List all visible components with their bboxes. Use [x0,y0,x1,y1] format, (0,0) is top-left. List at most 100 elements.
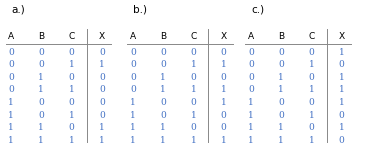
Text: 0: 0 [130,60,136,69]
Text: 1: 1 [160,123,166,132]
Text: 0: 0 [130,73,136,82]
Text: 0: 0 [221,73,227,82]
Text: 1: 1 [339,98,345,107]
Text: 1: 1 [99,60,105,69]
Text: 1: 1 [190,60,196,69]
Text: 1: 1 [248,123,254,132]
Text: 0: 0 [38,48,44,57]
Text: C: C [190,32,196,41]
Text: 0: 0 [99,98,105,107]
Text: 0: 0 [99,85,105,94]
Text: 0: 0 [308,123,314,132]
Text: 1: 1 [8,98,14,107]
Text: B: B [160,32,166,41]
Text: B: B [38,32,44,41]
Text: 0: 0 [221,48,227,57]
Text: 0: 0 [69,98,75,107]
Text: 0: 0 [190,48,196,57]
Text: 1: 1 [278,136,284,145]
Text: A: A [248,32,254,41]
Text: 1: 1 [339,48,345,57]
Text: 1: 1 [38,85,44,94]
Text: 1: 1 [221,98,227,107]
Text: 1: 1 [308,60,314,69]
Text: 1: 1 [248,98,254,107]
Text: 1: 1 [69,85,75,94]
Text: A: A [8,32,14,41]
Text: X: X [339,32,345,41]
Text: 1: 1 [221,60,227,69]
Text: C: C [69,32,75,41]
Text: 1: 1 [221,85,227,94]
Text: 0: 0 [38,98,44,107]
Text: 0: 0 [190,98,196,107]
Text: 1: 1 [308,111,314,120]
Text: 0: 0 [221,123,227,132]
Text: 0: 0 [69,73,75,82]
Text: 1: 1 [278,123,284,132]
Text: 1: 1 [130,123,136,132]
Text: 0: 0 [308,98,314,107]
Text: 0: 0 [8,60,14,69]
Text: 0: 0 [69,123,75,132]
Text: 1: 1 [38,136,44,145]
Text: 0: 0 [69,48,75,57]
Text: 1: 1 [339,85,345,94]
Text: 1: 1 [130,136,136,145]
Text: 0: 0 [248,85,254,94]
Text: 0: 0 [248,60,254,69]
Text: 0: 0 [99,73,105,82]
Text: 1: 1 [8,123,14,132]
Text: 0: 0 [38,111,44,120]
Text: 1: 1 [8,136,14,145]
Text: 1: 1 [339,73,345,82]
Text: 0: 0 [278,60,284,69]
Text: 1: 1 [130,98,136,107]
Text: 1: 1 [278,73,284,82]
Text: 0: 0 [8,48,14,57]
Text: 0: 0 [99,111,105,120]
Text: 1: 1 [278,85,284,94]
Text: 1: 1 [38,73,44,82]
Text: 1: 1 [160,85,166,94]
Text: 0: 0 [160,60,166,69]
Text: 0: 0 [248,48,254,57]
Text: 1: 1 [130,111,136,120]
Text: 0: 0 [8,73,14,82]
Text: 1: 1 [308,85,314,94]
Text: 1: 1 [221,136,227,145]
Text: A: A [130,32,136,41]
Text: 1: 1 [190,136,196,145]
Text: c.): c.) [251,5,264,15]
Text: 0: 0 [339,60,345,69]
Text: 1: 1 [339,123,345,132]
Text: 1: 1 [99,136,105,145]
Text: 0: 0 [8,85,14,94]
Text: X: X [99,32,105,41]
Text: 1: 1 [160,136,166,145]
Text: 0: 0 [221,111,227,120]
Text: 0: 0 [160,98,166,107]
Text: 1: 1 [99,123,105,132]
Text: 1: 1 [38,123,44,132]
Text: 0: 0 [339,111,345,120]
Text: 0: 0 [339,136,345,145]
Text: 0: 0 [38,60,44,69]
Text: 1: 1 [308,136,314,145]
Text: C: C [308,32,314,41]
Text: 1: 1 [69,60,75,69]
Text: 0: 0 [278,98,284,107]
Text: 0: 0 [190,73,196,82]
Text: 0: 0 [160,48,166,57]
Text: 0: 0 [278,111,284,120]
Text: 0: 0 [190,123,196,132]
Text: 1: 1 [8,111,14,120]
Text: 0: 0 [130,85,136,94]
Text: 0: 0 [130,48,136,57]
Text: 0: 0 [160,111,166,120]
Text: 1: 1 [248,111,254,120]
Text: X: X [221,32,227,41]
Text: 0: 0 [99,48,105,57]
Text: B: B [278,32,284,41]
Text: 0: 0 [308,73,314,82]
